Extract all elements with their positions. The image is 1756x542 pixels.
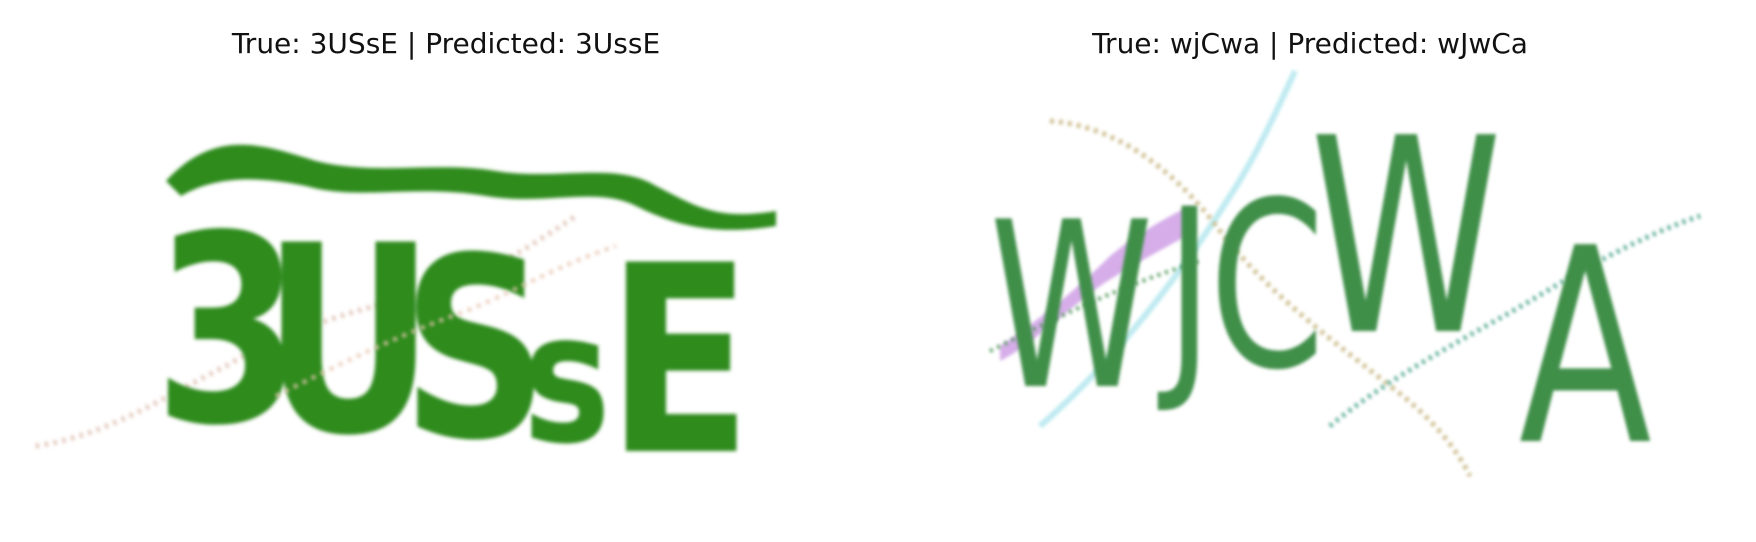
captcha-2-graphic: W J C W A bbox=[950, 66, 1710, 510]
captcha-1-noise-line bbox=[35, 213, 578, 449]
captcha-1-glyph-4: s bbox=[523, 274, 611, 484]
panel-title-2: True: wjCwa | Predicted: wJwCa bbox=[1092, 27, 1528, 60]
captcha-2-glyph-2: J bbox=[1158, 163, 1213, 419]
captcha-2-noise-line-tan bbox=[1049, 118, 1473, 478]
captcha-1-noise-line-2 bbox=[275, 244, 617, 398]
captcha-2-noise-line-teal bbox=[1328, 213, 1701, 428]
captcha-2-noise-line-dark bbox=[989, 259, 1201, 353]
captcha-1-graphic: 3 U S s E bbox=[16, 66, 862, 510]
captcha-1-glyph-5: E bbox=[606, 210, 752, 510]
captcha-1-glyph-3: S bbox=[401, 204, 549, 495]
panel-title-1: True: 3USsE | Predicted: 3UssE bbox=[231, 27, 661, 60]
captcha-image-2: W J C W A bbox=[950, 66, 1710, 510]
captcha-2-glyph-1: W bbox=[990, 174, 1154, 441]
captcha-1-ink-streak bbox=[166, 144, 776, 230]
captcha-2-glyph-3: C bbox=[1209, 154, 1325, 421]
captcha-2-glyph-4: W bbox=[1310, 82, 1502, 395]
captcha-2-glyph-5: A bbox=[1519, 192, 1652, 505]
captcha-2-noise-line-cyan bbox=[1038, 69, 1298, 429]
captcha-1-glyph-2: U bbox=[262, 190, 435, 493]
captcha-image-1: 3 U S s E bbox=[16, 66, 862, 510]
captcha-1-glyph-1: 3 bbox=[154, 180, 302, 483]
